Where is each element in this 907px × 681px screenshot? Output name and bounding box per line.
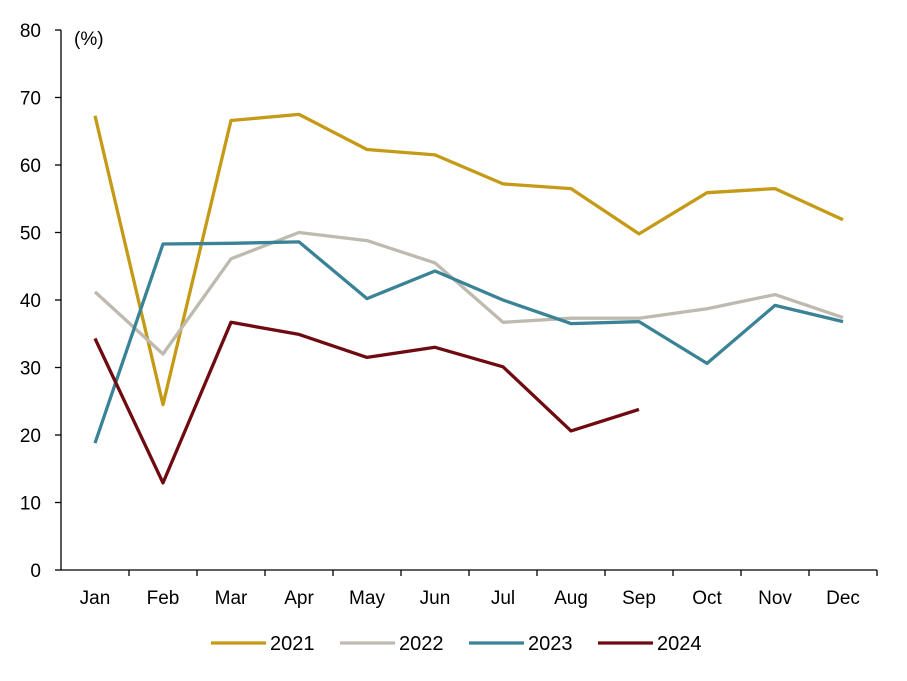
y-tick-label: 10 [20,494,41,515]
x-tick-label: Dec [826,588,860,609]
series-line-2021 [93,112,844,407]
y-tick-label: 20 [20,426,41,447]
y-tick-label: 30 [20,359,41,380]
y-tick-label: 60 [20,156,41,177]
series-line-2023 [93,240,844,444]
x-tick-label: Apr [284,588,314,609]
legend: 2021 2022 2023 2024 [211,633,702,655]
legend-label-2023: 2023 [528,633,573,655]
x-tick-label: Sep [622,588,656,609]
y-tick-label: 70 [20,89,41,110]
x-tick-label: Jan [80,588,111,609]
series-line-2024 [93,320,640,485]
x-tick-label: Jul [491,588,515,609]
y-tick-label: 40 [20,291,41,312]
legend-label-2021: 2021 [270,633,315,655]
legend-label-2024: 2024 [657,633,702,655]
series-line-2022 [93,230,844,356]
x-tick-label: Mar [215,588,248,609]
x-tick-label: Aug [554,588,588,609]
y-axis-unit-label: (%) [74,29,104,50]
legend-label-2022: 2022 [399,633,444,655]
y-tick-label: 0 [30,561,41,582]
x-tick-label: Feb [147,588,180,609]
x-tick-label: Oct [692,588,722,609]
x-tick-label: Nov [758,588,792,609]
x-tick-label: May [349,588,385,609]
x-tick-label: Jun [420,588,451,609]
plot-area: 0 10 20 30 40 50 60 70 80 Jan Feb Mar Apr May Jun Jul Au… [20,21,878,609]
y-tick-label: 80 [20,21,41,42]
y-tick-label: 50 [20,224,41,245]
